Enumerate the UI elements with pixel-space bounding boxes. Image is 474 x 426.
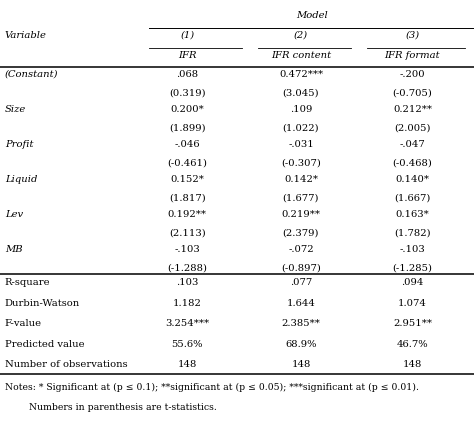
Text: (3): (3) (405, 31, 419, 40)
Text: (-0.468): (-0.468) (392, 158, 432, 167)
Text: (-1.285): (-1.285) (392, 263, 432, 272)
Text: .077: .077 (290, 278, 312, 287)
Text: 0.212**: 0.212** (393, 104, 432, 113)
Text: Liquid: Liquid (5, 174, 37, 183)
Text: (1.022): (1.022) (283, 123, 319, 132)
Text: 0.140*: 0.140* (395, 174, 429, 183)
Text: (-0.897): (-0.897) (281, 263, 321, 272)
Text: (2): (2) (294, 31, 308, 40)
Text: 46.7%: 46.7% (397, 339, 428, 348)
Text: 2.385**: 2.385** (282, 319, 320, 328)
Text: Durbin-Watson: Durbin-Watson (5, 298, 80, 307)
Text: Notes: * Significant at (p ≤ 0.1); **significant at (p ≤ 0.05); ***significant a: Notes: * Significant at (p ≤ 0.1); **sig… (5, 382, 419, 391)
Text: 0.200*: 0.200* (170, 104, 204, 113)
Text: (1.677): (1.677) (283, 193, 319, 202)
Text: R-square: R-square (5, 278, 50, 287)
Text: -.046: -.046 (174, 139, 200, 148)
Text: -.103: -.103 (174, 244, 200, 253)
Text: (1): (1) (180, 31, 194, 40)
Text: 148: 148 (403, 360, 422, 368)
Text: (-0.705): (-0.705) (392, 88, 432, 97)
Text: 0.219**: 0.219** (282, 209, 320, 218)
Text: Lev: Lev (5, 209, 23, 218)
Text: .068: .068 (176, 69, 198, 78)
Text: 148: 148 (292, 360, 310, 368)
Text: (-0.307): (-0.307) (281, 158, 321, 167)
Text: .094: .094 (401, 278, 424, 287)
Text: .109: .109 (290, 104, 312, 113)
Text: Numbers in parenthesis are t-statistics.: Numbers in parenthesis are t-statistics. (5, 402, 217, 411)
Text: 148: 148 (178, 360, 197, 368)
Text: 0.152*: 0.152* (170, 174, 204, 183)
Text: (1.817): (1.817) (169, 193, 206, 202)
Text: (1.782): (1.782) (394, 228, 431, 237)
Text: (2.005): (2.005) (394, 123, 431, 132)
Text: (2.113): (2.113) (169, 228, 206, 237)
Text: -.103: -.103 (400, 244, 425, 253)
Text: IFR: IFR (178, 51, 197, 60)
Text: (3.045): (3.045) (283, 88, 319, 97)
Text: Variable: Variable (5, 31, 46, 40)
Text: (2.379): (2.379) (283, 228, 319, 237)
Text: (-1.288): (-1.288) (167, 263, 207, 272)
Text: Predicted value: Predicted value (5, 339, 84, 348)
Text: 0.163*: 0.163* (395, 209, 429, 218)
Text: 0.142*: 0.142* (284, 174, 318, 183)
Text: 1.182: 1.182 (173, 298, 201, 307)
Text: 1.644: 1.644 (287, 298, 315, 307)
Text: .103: .103 (176, 278, 199, 287)
Text: -.072: -.072 (288, 244, 314, 253)
Text: F-value: F-value (5, 319, 42, 328)
Text: 1.074: 1.074 (398, 298, 427, 307)
Text: Profit: Profit (5, 139, 33, 148)
Text: (1.899): (1.899) (169, 123, 206, 132)
Text: IFR format: IFR format (384, 51, 440, 60)
Text: (0.319): (0.319) (169, 88, 206, 97)
Text: 68.9%: 68.9% (285, 339, 317, 348)
Text: -.031: -.031 (288, 139, 314, 148)
Text: (-0.461): (-0.461) (167, 158, 207, 167)
Text: -.047: -.047 (400, 139, 425, 148)
Text: (Constant): (Constant) (5, 69, 58, 78)
Text: 2.951**: 2.951** (393, 319, 432, 328)
Text: IFR content: IFR content (271, 51, 331, 60)
Text: Model: Model (296, 11, 328, 20)
Text: 0.192**: 0.192** (168, 209, 207, 218)
Text: 0.472***: 0.472*** (279, 69, 323, 78)
Text: (1.667): (1.667) (394, 193, 430, 202)
Text: 55.6%: 55.6% (172, 339, 203, 348)
Text: Size: Size (5, 104, 26, 113)
Text: MB: MB (5, 244, 22, 253)
Text: Number of observations: Number of observations (5, 360, 128, 368)
Text: 3.254***: 3.254*** (165, 319, 210, 328)
Text: -.200: -.200 (400, 69, 425, 78)
